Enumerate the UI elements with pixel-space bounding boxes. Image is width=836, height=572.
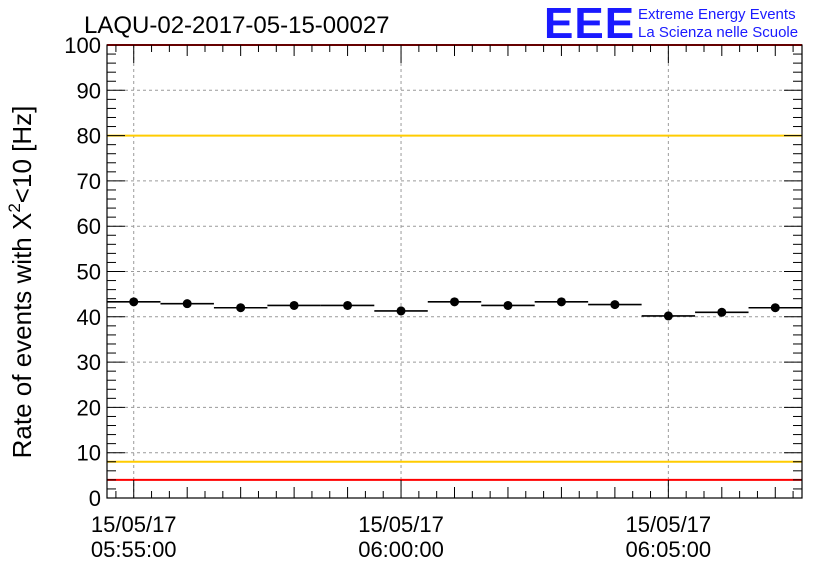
- y-tick-label: 10: [77, 441, 101, 466]
- brand-text: Extreme Energy Events La Scienza nelle S…: [638, 6, 798, 42]
- y-axis-label: Rate of events with X2<10 [Hz]: [5, 106, 37, 459]
- y-tick-label: 30: [77, 350, 101, 375]
- data-point: [663, 311, 673, 321]
- x-tick-label-time: 06:05:00: [626, 537, 712, 562]
- x-tick-label-date: 15/05/17: [626, 512, 712, 537]
- y-tick-label: 100: [64, 33, 101, 58]
- y-tick-label: 20: [77, 395, 101, 420]
- y-axis-label-sup: 2: [5, 203, 24, 212]
- y-tick-label: 40: [77, 305, 101, 330]
- data-point: [503, 300, 513, 310]
- x-tick-label-time: 06:00:00: [358, 537, 444, 562]
- brand-line-2: La Scienza nelle Scuole: [638, 24, 799, 41]
- x-tick-label-date: 15/05/17: [91, 512, 177, 537]
- y-tick-label: 0: [89, 486, 101, 511]
- y-tick-label: 70: [77, 169, 101, 194]
- y-axis-label-main: Rate of events with X: [7, 213, 37, 459]
- data-point: [289, 300, 299, 310]
- y-tick-label: 50: [77, 260, 101, 285]
- data-point: [450, 297, 459, 307]
- data-point: [556, 297, 566, 307]
- grid: [107, 45, 802, 498]
- data-point: [129, 297, 139, 307]
- x-tick-label-date: 15/05/17: [358, 512, 444, 537]
- data-point: [717, 307, 727, 317]
- reference-lines: [107, 44, 802, 481]
- axes: 010203040506070809010015/05/1705:55:0015…: [64, 33, 803, 562]
- data-point: [236, 303, 246, 313]
- data-point: [396, 306, 406, 316]
- y-tick-label: 60: [77, 214, 101, 239]
- x-tick-label-time: 05:55:00: [91, 537, 177, 562]
- data-series: [107, 297, 802, 321]
- data-point: [770, 303, 780, 313]
- brand-line-1: Extreme Energy Events: [638, 6, 796, 23]
- y-tick-label: 90: [77, 78, 101, 103]
- y-tick-label: 80: [77, 124, 101, 149]
- data-point: [182, 299, 192, 309]
- chart-title: LAQU-02-2017-05-15-00027: [84, 12, 390, 39]
- eee-logo: EEE: [544, 0, 636, 48]
- data-point: [343, 300, 353, 310]
- y-axis-label-rest: <10 [Hz]: [7, 106, 37, 204]
- data-point: [610, 300, 620, 310]
